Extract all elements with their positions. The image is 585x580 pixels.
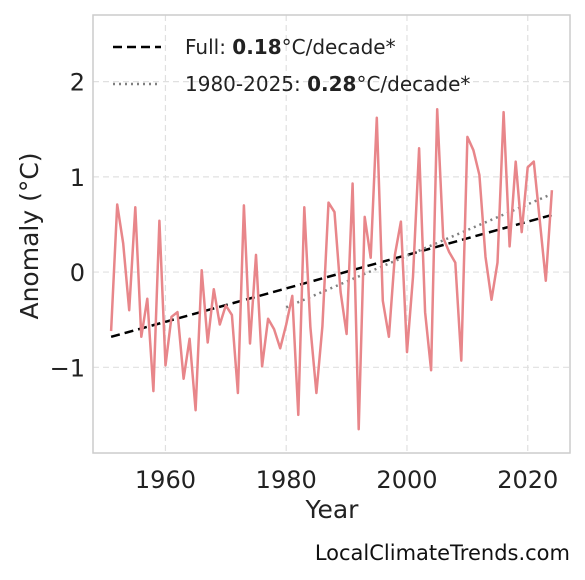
y-tick-label: 0 [70,259,85,287]
tick-labels: 1960 1980 2000 2020 −1 0 1 2 [50,69,559,494]
plot-frame [92,14,571,454]
series-line [109,108,554,431]
legend-full-rate: 0.18 [232,35,281,59]
y-tick-label: −1 [50,354,85,382]
watermark: LocalClimateTrends.com [315,541,570,565]
legend: Full: 0.18°C/decade* 1980-2025: 0.28°C/d… [113,35,470,96]
x-tick-label: 2020 [497,466,558,494]
x-tick-label: 1980 [256,466,317,494]
legend-recent-prefix: 1980-2025: [185,72,307,96]
x-tick-label: 2000 [376,466,437,494]
y-tick-label: 1 [70,164,85,192]
trend-line-full [110,213,553,339]
y-tick-label: 2 [70,69,85,97]
x-axis-label: Year [305,495,360,524]
legend-full-suffix: °C/decade* [282,35,396,59]
legend-recent-label: 1980-2025: 0.28°C/decade* [185,72,470,96]
legend-full-prefix: Full: [185,35,232,59]
y-axis-label: Anomaly (°C) [15,152,44,319]
data-series [109,108,554,431]
x-tick-label: 1960 [135,466,196,494]
legend-recent-rate: 0.28 [307,72,356,96]
legend-recent-suffix: °C/decade* [356,72,470,96]
legend-full-label: Full: 0.18°C/decade* [185,35,396,59]
gridlines [93,15,570,453]
